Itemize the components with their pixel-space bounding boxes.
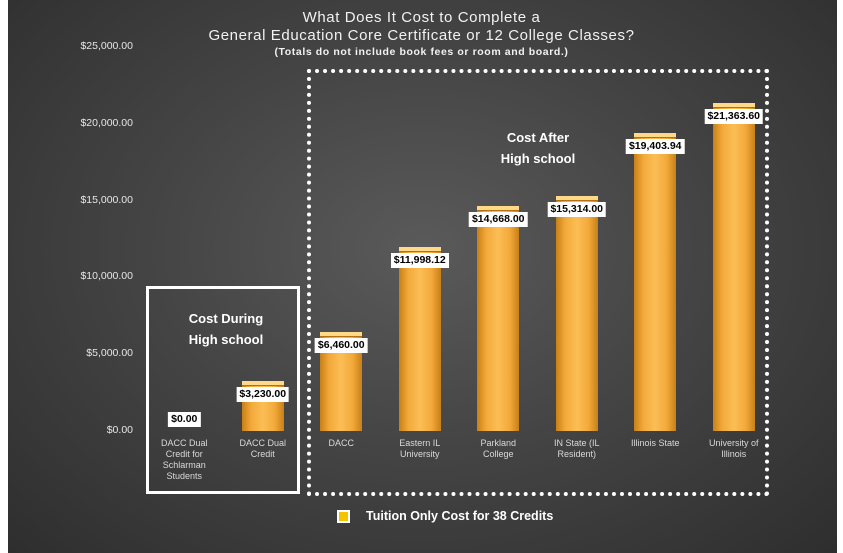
x-tick-line: DACC Dual (160, 438, 208, 448)
x-tick-line: University (399, 449, 440, 459)
bar (634, 132, 677, 431)
x-tick-label: DACC (301, 438, 381, 449)
y-tick-label: $20,000.00 (80, 116, 133, 129)
bar-top (712, 102, 755, 108)
annotation-during: Cost During High school (176, 308, 276, 350)
chart-subtitle: (Totals do not include book fees or room… (274, 46, 569, 58)
x-tick-line: Students (166, 471, 203, 481)
x-tick-label: Illinois State (615, 438, 695, 449)
x-tick-line: Schlarman (162, 460, 206, 470)
x-tick-label: Parkland College (458, 438, 538, 460)
chart-title-line2: General Education Core Certificate or 12… (208, 27, 635, 44)
annotation-after-line1: Cost After (506, 130, 570, 145)
bar (398, 246, 441, 431)
bar-top (398, 246, 441, 252)
y-tick-label: $0.00 (106, 424, 133, 436)
x-tick-line: Illinois State (630, 438, 680, 448)
x-tick-line: IN State (IL (553, 438, 600, 448)
annotation-after: Cost After High school (488, 127, 588, 169)
x-tick-line: DACC Dual (239, 438, 286, 448)
legend-label: Tuition Only Cost for 38 Credits (366, 509, 554, 523)
x-tick-label: DACC Dual Credit (223, 438, 303, 460)
x-tick-line: DACC (328, 438, 354, 448)
annotation-during-line1: Cost During (188, 311, 264, 326)
x-tick-line: Credit for (165, 449, 203, 459)
data-label: $3,230.00 (236, 387, 290, 403)
x-tick-line: Credit (250, 449, 275, 459)
y-tick-label: $15,000.00 (80, 193, 133, 206)
y-tick-label: $10,000.00 (80, 270, 133, 283)
bar-top (634, 132, 677, 138)
x-tick-label: University of Illinois (694, 438, 774, 460)
cost-during-box (146, 286, 300, 494)
data-label: $15,314.00 (547, 201, 607, 217)
bar (712, 102, 755, 431)
annotation-after-line2: High school (500, 151, 576, 166)
x-tick-line: University of (708, 438, 759, 448)
legend: Tuition Only Cost for 38 Credits (337, 509, 553, 523)
data-label: $6,460.00 (314, 337, 368, 353)
bar-top (555, 195, 598, 201)
data-label: $11,998.12 (390, 252, 449, 268)
x-tick-line: College (482, 449, 514, 459)
x-tick-label: Eastern IL University (380, 438, 460, 460)
data-label: $0.00 (168, 412, 201, 427)
bar (555, 195, 598, 431)
annotation-during-line2: High school (188, 332, 264, 347)
data-label: $14,668.00 (468, 211, 528, 227)
cost-after-box (307, 69, 769, 496)
x-tick-line: Eastern IL (399, 438, 441, 448)
y-tick-label: $5,000.00 (86, 347, 133, 360)
chart-title-line1: What Does It Cost to Complete a (302, 9, 541, 26)
y-tick-label: $25,000.00 (80, 40, 133, 52)
x-tick-label: DACC Dual Credit for Schlarman Students (144, 438, 224, 482)
bar-top (477, 205, 520, 211)
x-tick-line: Resident) (557, 449, 597, 459)
x-tick-line: Illinois (721, 449, 747, 459)
legend-swatch (337, 509, 350, 523)
x-tick-line: Parkland (480, 438, 517, 448)
bar (477, 205, 520, 431)
bar-top (241, 381, 284, 387)
x-tick-label: IN State (IL Resident) (537, 438, 617, 460)
bar-top (320, 331, 363, 337)
data-label: $21,363.60 (704, 108, 764, 124)
data-label: $19,403.94 (625, 138, 685, 154)
